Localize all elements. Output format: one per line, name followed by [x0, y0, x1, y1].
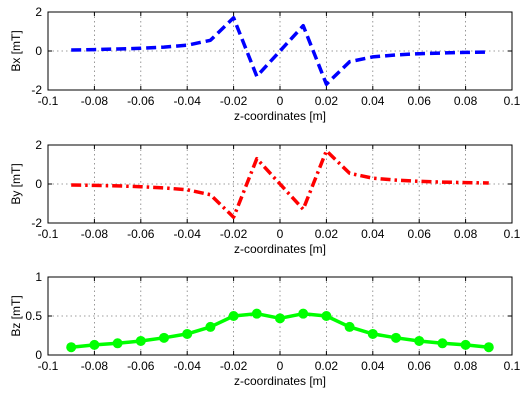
x-tick-label: 0.06 — [408, 94, 432, 108]
series-by — [71, 149, 489, 219]
x-tick-label: -0.06 — [127, 359, 155, 373]
x-tick-label: 0.08 — [454, 359, 478, 373]
y-axis-label-bz: Bz [mT] — [9, 295, 23, 336]
data-point-bz — [275, 313, 285, 324]
data-point-bz — [298, 308, 309, 319]
series-line-by — [71, 149, 489, 219]
y-tick-label: -2 — [31, 216, 42, 230]
x-tick-label: 0 — [277, 227, 284, 241]
data-point-bz — [159, 332, 169, 343]
series-bz — [66, 308, 494, 353]
data-point-bz — [135, 335, 146, 346]
series-bx — [71, 16, 489, 86]
data-point-bz — [321, 311, 332, 321]
x-tick-label: 0.1 — [504, 359, 520, 373]
series-line-bx — [71, 16, 489, 86]
x-tick-label: -0.1 — [38, 227, 59, 241]
x-axis-label-by: z-coordinates [m] — [234, 242, 326, 256]
y-ticks-bx: -2 0 2 — [31, 5, 512, 97]
x-tick-label: -0.06 — [127, 227, 155, 241]
x-tick-label: 0.02 — [315, 359, 339, 373]
x-tick-label: 0 — [277, 94, 284, 108]
y-tick-label: 2 — [35, 5, 42, 19]
data-point-bz — [437, 338, 448, 349]
data-point-bz — [460, 339, 471, 350]
x-tick-label: -0.1 — [38, 359, 59, 373]
grid-by — [48, 145, 512, 223]
data-point-bz — [89, 339, 100, 350]
y-tick-label: 1 — [35, 270, 42, 284]
x-tick-label: 0.1 — [504, 94, 520, 108]
x-tick-label: -0.02 — [220, 94, 248, 108]
data-point-bz — [483, 342, 494, 353]
x-tick-label: -0.08 — [81, 359, 109, 373]
data-point-bz — [66, 342, 77, 353]
plot-area-bx — [47, 11, 513, 91]
y-tick-label: 0 — [35, 44, 42, 58]
data-point-bz — [112, 338, 123, 349]
x-ticks-by: -0.1 -0.08 -0.06 -0.04 -0.02 0 0.02 0.04 0.06 0.0… — [38, 145, 520, 241]
data-point-bz — [182, 328, 193, 339]
x-tick-label: 0.02 — [315, 94, 339, 108]
data-point-bz — [205, 321, 216, 332]
x-tick-label: 0.06 — [408, 227, 432, 241]
y-ticks-bz: 00.51 — [25, 270, 512, 362]
y-tick-label: 0 — [35, 348, 42, 362]
data-point-bz — [251, 308, 262, 319]
x-tick-label: -0.1 — [38, 94, 59, 108]
x-ticks-bz: -0.1 -0.08 -0.06 -0.04 -0.02 0 0.02 0.04 0.06 0.0… — [38, 277, 520, 373]
data-point-bz — [391, 332, 401, 343]
x-tick-label: 0.04 — [361, 94, 385, 108]
y-axis-label-by: By [mT] — [9, 163, 23, 204]
x-tick-label: -0.04 — [174, 94, 202, 108]
x-tick-label: 0.1 — [504, 227, 520, 241]
data-point-bz — [344, 321, 355, 332]
grid-bx — [48, 12, 512, 90]
x-tick-label: 0 — [277, 359, 284, 373]
x-tick-label: -0.02 — [220, 359, 248, 373]
panel-bz: -0.1 -0.08 -0.06 -0.04 -0.02 0 0.02 0.04 0.06 0.0… — [9, 270, 520, 388]
y-tick-label: 0 — [35, 177, 42, 191]
x-tick-label: 0.08 — [454, 94, 478, 108]
x-tick-label: 0.08 — [454, 227, 478, 241]
x-tick-label: -0.02 — [220, 227, 248, 241]
y-axis-label-bx: Bx [mT] — [9, 30, 23, 71]
x-tick-label: 0.06 — [408, 359, 432, 373]
x-axis-label-bx: z-coordinates [m] — [234, 109, 326, 123]
x-tick-label: -0.06 — [127, 94, 155, 108]
x-tick-label: -0.04 — [174, 227, 202, 241]
x-tick-label: 0.04 — [361, 359, 385, 373]
x-tick-label: -0.08 — [81, 227, 109, 241]
x-ticks-bx: -0.1 -0.08 -0.06 -0.04 -0.02 0 0.02 0.04 0.06 0.0… — [38, 12, 520, 108]
y-tick-label: 0.5 — [25, 309, 42, 323]
y-ticks-by: -2 0 2 — [31, 138, 512, 230]
data-point-bz — [228, 311, 239, 321]
x-tick-label: 0.02 — [315, 227, 339, 241]
panel-by: -0.1 -0.08 -0.06 -0.04 -0.02 0 0.02 0.04 0.06 0.0… — [9, 138, 520, 256]
data-point-bz — [414, 335, 425, 346]
data-point-bz — [367, 328, 378, 339]
y-tick-label: 2 — [35, 138, 42, 152]
x-tick-label: -0.08 — [81, 94, 109, 108]
y-tick-label: -2 — [31, 83, 42, 97]
panel-bx: -0.1 -0.08 -0.06 -0.04 -0.02 0 0.02 0.04 0.06 0.0… — [9, 5, 520, 123]
x-tick-label: 0.04 — [361, 227, 385, 241]
x-axis-label-bz: z-coordinates [m] — [234, 374, 326, 388]
x-tick-label: -0.04 — [174, 359, 202, 373]
grid-bz — [48, 277, 512, 355]
